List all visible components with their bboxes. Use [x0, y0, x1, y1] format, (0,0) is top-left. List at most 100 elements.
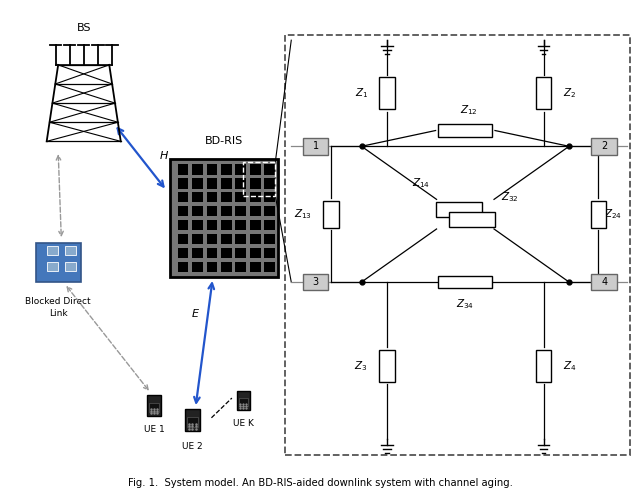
- Bar: [250, 248, 261, 258]
- Text: E: E: [192, 309, 199, 319]
- Bar: [207, 262, 218, 272]
- Bar: [264, 206, 275, 216]
- Text: Blocked Direct: Blocked Direct: [26, 297, 91, 306]
- Bar: [250, 178, 261, 189]
- Bar: [192, 234, 203, 245]
- Bar: [221, 178, 232, 189]
- Bar: [192, 262, 203, 272]
- Bar: [264, 192, 275, 202]
- Bar: [177, 234, 188, 245]
- Bar: [236, 206, 246, 216]
- Bar: [236, 192, 246, 202]
- Bar: [47, 262, 58, 271]
- Bar: [264, 164, 275, 175]
- FancyBboxPatch shape: [303, 274, 328, 291]
- Bar: [438, 276, 492, 289]
- Bar: [177, 192, 188, 202]
- Text: 1: 1: [312, 141, 319, 151]
- Bar: [192, 248, 203, 258]
- Bar: [264, 178, 275, 189]
- Bar: [264, 220, 275, 230]
- Bar: [221, 248, 232, 258]
- Bar: [221, 164, 232, 175]
- Bar: [236, 178, 246, 189]
- Bar: [192, 220, 203, 230]
- Bar: [236, 234, 246, 245]
- Bar: [380, 350, 395, 382]
- FancyBboxPatch shape: [591, 274, 617, 291]
- Bar: [207, 192, 218, 202]
- Text: BS: BS: [76, 23, 91, 33]
- Text: $Z_{12}$: $Z_{12}$: [460, 103, 477, 117]
- Bar: [177, 164, 188, 175]
- Bar: [591, 200, 606, 228]
- Text: H: H: [159, 151, 168, 161]
- Bar: [250, 234, 261, 245]
- Text: Link: Link: [49, 309, 67, 318]
- Bar: [323, 200, 339, 228]
- Bar: [149, 402, 159, 412]
- Bar: [47, 246, 58, 255]
- Bar: [380, 77, 395, 109]
- Bar: [177, 206, 188, 216]
- Text: $Z_{32}$: $Z_{32}$: [501, 191, 519, 204]
- Bar: [221, 220, 232, 230]
- Bar: [250, 220, 261, 230]
- Bar: [36, 243, 81, 282]
- Bar: [237, 391, 250, 410]
- Bar: [65, 262, 76, 271]
- Bar: [192, 192, 203, 202]
- Bar: [243, 162, 275, 196]
- Text: UE 2: UE 2: [182, 442, 203, 451]
- Text: 2: 2: [601, 141, 607, 151]
- Text: $Z_3$: $Z_3$: [355, 359, 368, 373]
- Text: Fig. 1.  System model. An BD-RIS-aided downlink system with channel aging.: Fig. 1. System model. An BD-RIS-aided do…: [127, 479, 513, 489]
- Bar: [236, 220, 246, 230]
- Bar: [236, 262, 246, 272]
- Bar: [170, 159, 278, 277]
- Bar: [207, 234, 218, 245]
- Bar: [264, 262, 275, 272]
- Bar: [192, 206, 203, 216]
- Bar: [221, 192, 232, 202]
- Text: $Z_{14}$: $Z_{14}$: [412, 177, 429, 191]
- Text: UE K: UE K: [233, 419, 254, 428]
- Bar: [177, 248, 188, 258]
- Bar: [207, 248, 218, 258]
- Bar: [250, 262, 261, 272]
- Bar: [221, 262, 232, 272]
- Bar: [239, 398, 248, 406]
- Bar: [264, 248, 275, 258]
- Text: $Z_{34}$: $Z_{34}$: [456, 297, 474, 311]
- Bar: [221, 206, 232, 216]
- Text: 4: 4: [601, 277, 607, 287]
- Bar: [236, 164, 246, 175]
- Text: BD-RIS: BD-RIS: [205, 136, 243, 147]
- Text: $Z_2$: $Z_2$: [563, 86, 576, 100]
- Bar: [177, 220, 188, 230]
- Bar: [207, 178, 218, 189]
- Bar: [192, 164, 203, 175]
- Bar: [536, 350, 551, 382]
- Bar: [177, 178, 188, 189]
- Bar: [221, 234, 232, 245]
- Bar: [207, 220, 218, 230]
- Bar: [285, 35, 630, 455]
- Text: $Z_{24}$: $Z_{24}$: [604, 207, 621, 221]
- Bar: [207, 164, 218, 175]
- Bar: [536, 77, 551, 109]
- Bar: [207, 206, 218, 216]
- Bar: [250, 192, 261, 202]
- Text: 3: 3: [312, 277, 319, 287]
- Bar: [192, 178, 203, 189]
- Bar: [236, 248, 246, 258]
- Bar: [438, 124, 492, 137]
- Bar: [250, 206, 261, 216]
- Bar: [250, 164, 261, 175]
- Bar: [187, 417, 198, 427]
- FancyBboxPatch shape: [303, 138, 328, 155]
- Bar: [264, 234, 275, 245]
- FancyBboxPatch shape: [591, 138, 617, 155]
- Bar: [436, 202, 482, 217]
- Text: $Z_4$: $Z_4$: [563, 359, 576, 373]
